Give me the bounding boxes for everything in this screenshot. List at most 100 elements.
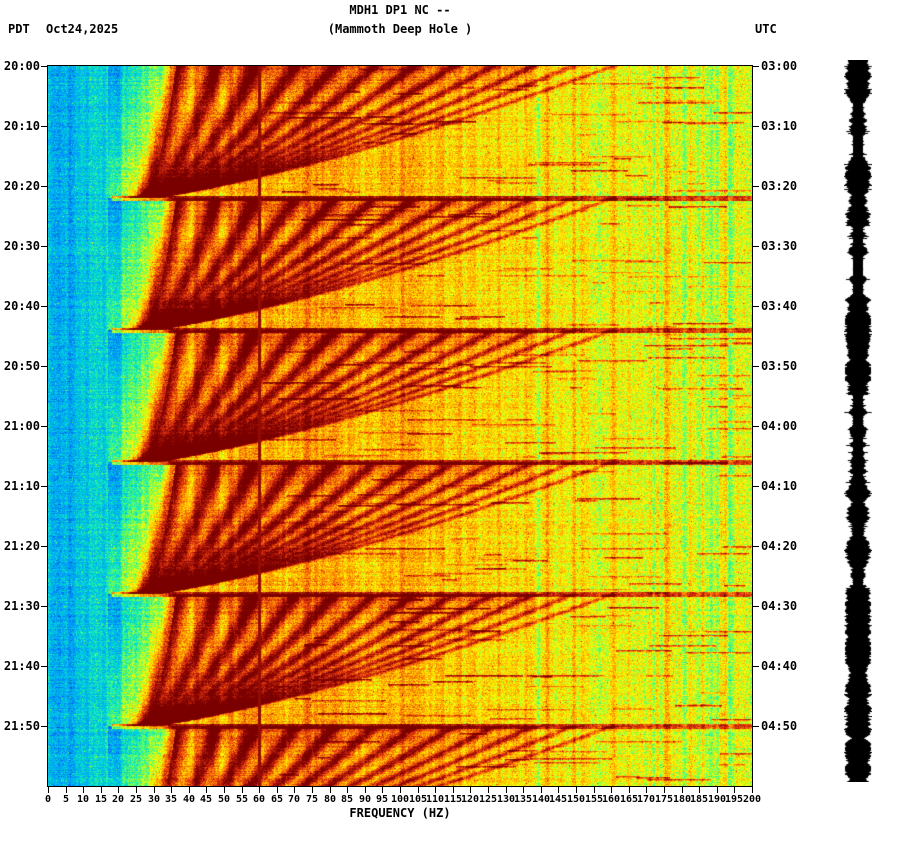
freq-tick-label: 125 [478, 794, 498, 805]
freq-tick-label: 170 [636, 794, 656, 805]
left-time-tick [41, 606, 48, 607]
left-time-label: 20:00 [3, 59, 40, 73]
freq-tick [682, 787, 683, 793]
freq-tick-label: 120 [460, 794, 480, 805]
freq-tick [259, 787, 260, 793]
freq-tick [435, 787, 436, 793]
right-time-tick [752, 126, 759, 127]
freq-tick-label: 30 [147, 794, 161, 805]
left-time-label: 21:20 [3, 539, 40, 553]
freq-tick-label: 95 [375, 794, 389, 805]
freq-tick-label: 145 [548, 794, 568, 805]
freq-tick [136, 787, 137, 793]
freq-tick [66, 787, 67, 793]
freq-tick [347, 787, 348, 793]
right-time-tick [752, 546, 759, 547]
freq-tick-label: 70 [287, 794, 301, 805]
freq-tick [611, 787, 612, 793]
freq-tick [101, 787, 102, 793]
left-time-tick [41, 426, 48, 427]
freq-tick-label: 5 [62, 794, 70, 805]
left-time-tick [41, 546, 48, 547]
right-time-tick [752, 66, 759, 67]
freq-tick [330, 787, 331, 793]
left-time-tick [41, 666, 48, 667]
freq-tick [717, 787, 718, 793]
left-time-label: 21:30 [3, 599, 40, 613]
site-subtitle: (Mammoth Deep Hole ) [327, 22, 473, 36]
freq-tick [594, 787, 595, 793]
right-time-label: 04:40 [761, 659, 798, 673]
right-time-label: 03:20 [761, 179, 798, 193]
right-time-label: 04:10 [761, 479, 798, 493]
freq-tick-label: 110 [425, 794, 445, 805]
freq-tick-label: 45 [199, 794, 213, 805]
freq-tick [453, 787, 454, 793]
right-time-label: 03:30 [761, 239, 798, 253]
freq-tick-label: 135 [513, 794, 533, 805]
right-time-tick [752, 246, 759, 247]
left-time-tick [41, 486, 48, 487]
left-time-label: 21:50 [3, 719, 40, 733]
right-time-label: 03:10 [761, 119, 798, 133]
freq-tick [523, 787, 524, 793]
freq-tick-label: 175 [654, 794, 674, 805]
left-time-label: 20:30 [3, 239, 40, 253]
freq-tick [629, 787, 630, 793]
freq-tick [242, 787, 243, 793]
freq-tick [576, 787, 577, 793]
station-title: MDH1 DP1 NC -- [349, 3, 451, 17]
left-time-label: 20:10 [3, 119, 40, 133]
right-time-label: 04:20 [761, 539, 798, 553]
left-time-tick [41, 366, 48, 367]
freq-tick-label: 155 [584, 794, 604, 805]
freq-tick-label: 190 [707, 794, 727, 805]
amplitude-trace [844, 60, 872, 782]
left-time-tick [41, 66, 48, 67]
freq-tick-label: 180 [672, 794, 692, 805]
right-time-label: 03:00 [761, 59, 798, 73]
x-axis-label: FREQUENCY (HZ) [349, 806, 451, 820]
freq-tick-label: 20 [111, 794, 125, 805]
freq-tick [312, 787, 313, 793]
freq-tick [118, 787, 119, 793]
freq-tick [154, 787, 155, 793]
timezone-right-label: UTC [755, 22, 777, 36]
right-time-label: 04:50 [761, 719, 798, 733]
freq-tick [365, 787, 366, 793]
freq-tick [400, 787, 401, 793]
right-time-label: 03:50 [761, 359, 798, 373]
left-time-tick [41, 306, 48, 307]
freq-tick-label: 150 [566, 794, 586, 805]
freq-tick-label: 80 [323, 794, 337, 805]
freq-tick [734, 787, 735, 793]
freq-tick [506, 787, 507, 793]
freq-tick [558, 787, 559, 793]
freq-tick-label: 35 [164, 794, 178, 805]
left-time-tick [41, 726, 48, 727]
freq-tick-label: 100 [390, 794, 410, 805]
freq-tick [541, 787, 542, 793]
freq-tick-label: 115 [443, 794, 463, 805]
freq-tick-label: 165 [619, 794, 639, 805]
freq-tick-label: 105 [408, 794, 428, 805]
right-time-tick [752, 666, 759, 667]
freq-tick-label: 195 [724, 794, 744, 805]
freq-tick-label: 200 [742, 794, 762, 805]
freq-tick [470, 787, 471, 793]
freq-tick [171, 787, 172, 793]
freq-tick-label: 10 [76, 794, 90, 805]
right-time-label: 04:00 [761, 419, 798, 433]
right-time-tick [752, 726, 759, 727]
freq-tick-label: 60 [252, 794, 266, 805]
right-time-tick [752, 606, 759, 607]
left-time-tick [41, 246, 48, 247]
freq-tick-label: 75 [305, 794, 319, 805]
left-time-tick [41, 186, 48, 187]
right-time-tick [752, 186, 759, 187]
freq-tick-label: 25 [129, 794, 143, 805]
freq-tick [294, 787, 295, 793]
freq-tick [189, 787, 190, 793]
right-time-tick [752, 486, 759, 487]
